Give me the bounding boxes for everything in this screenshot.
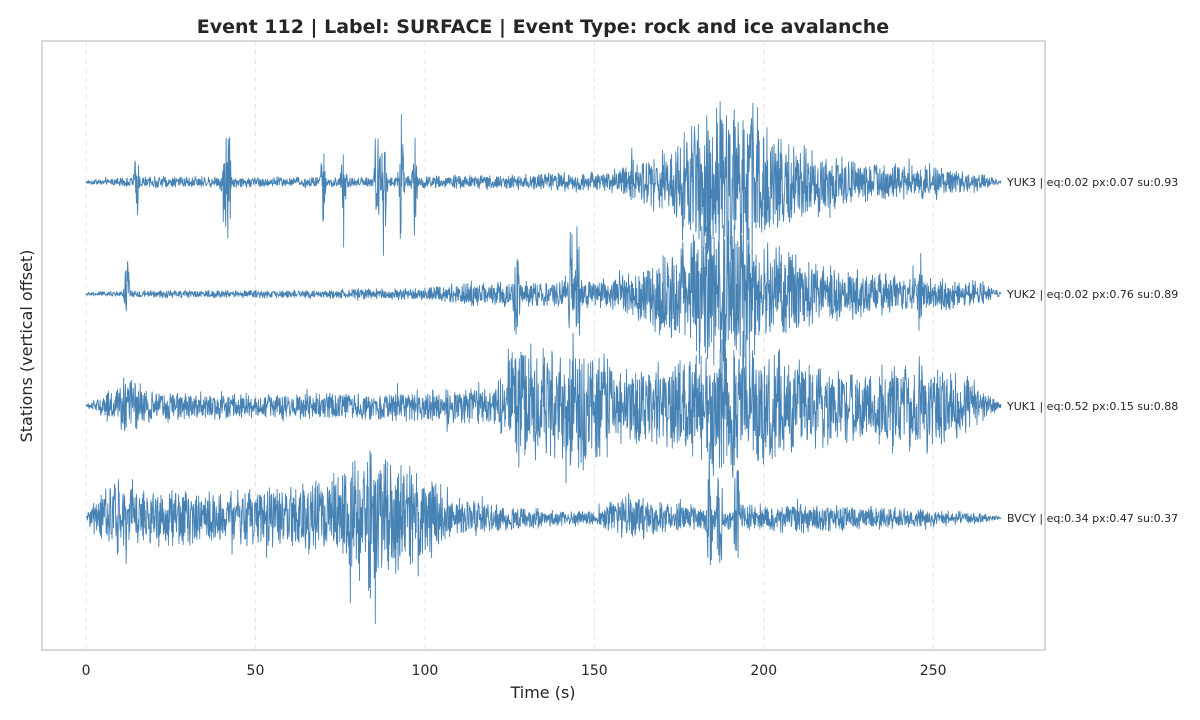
- station-label-yuk1: YUK1 | eq:0.52 px:0.15 su:0.88: [1006, 400, 1178, 413]
- x-axis-label: Time (s): [509, 683, 575, 702]
- x-tick-label: 200: [750, 663, 777, 679]
- x-tick-label: 250: [920, 663, 947, 679]
- trace-bvcy: [85, 442, 1002, 625]
- y-axis-label: Stations (vertical offset): [17, 250, 36, 443]
- station-label-yuk3: YUK3 | eq:0.02 px:0.07 su:0.93: [1006, 176, 1178, 189]
- chart-title: Event 112 | Label: SURFACE | Event Type:…: [197, 16, 889, 38]
- trace-yuk3: [85, 101, 1002, 274]
- traces: [85, 101, 1002, 625]
- trace-yuk1: [85, 330, 1002, 484]
- station-label-yuk2: YUK2 | eq:0.02 px:0.76 su:0.89: [1006, 288, 1178, 301]
- x-ticks: 0 50 100 150 200 250: [82, 663, 947, 679]
- station-labels: YUK3 | eq:0.02 px:0.07 su:0.93 YUK2 | eq:…: [1006, 176, 1178, 525]
- x-tick-label: 100: [412, 663, 439, 679]
- x-tick-label: 50: [247, 663, 265, 679]
- plot-frame: [41, 40, 1046, 651]
- x-tick-label: 150: [581, 663, 608, 679]
- trace-yuk2: [85, 220, 1002, 386]
- station-label-bvcy: BVCY | eq:0.34 px:0.47 su:0.37: [1007, 512, 1178, 525]
- x-tick-label: 0: [82, 663, 91, 679]
- grid: [85, 41, 934, 650]
